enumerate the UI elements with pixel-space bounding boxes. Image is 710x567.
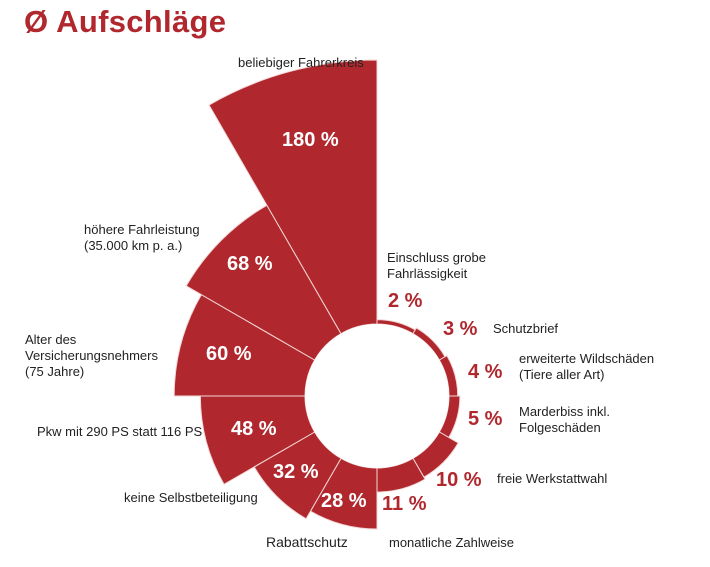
category-label: höhere Fahrleistung (35.000 km p. a.) [84, 222, 200, 253]
segment-11 [208, 59, 378, 335]
category-label: monatliche Zahlweise [389, 535, 515, 550]
category-label: beliebiger Fahrerkreis [238, 55, 364, 70]
value-label: 48 % [231, 418, 277, 440]
value-label: 11 % [382, 493, 427, 515]
value-label: 180 % [282, 129, 339, 151]
value-label: 60 % [206, 343, 252, 365]
category-label: Alter des Versicherungsnehmers (75 Jahre) [25, 332, 158, 379]
category-label: Einschluss grobe Fahrlässigkeit [387, 250, 486, 281]
category-label: freie Werkstattwahl [497, 471, 608, 486]
value-label: 2 % [388, 290, 423, 312]
category-label: Rabattschutz [266, 534, 348, 550]
category-label: Schutzbrief [493, 321, 559, 336]
value-label: 5 % [468, 408, 503, 430]
value-label: 4 % [468, 361, 503, 383]
category-label: erweiterte Wildschäden (Tiere aller Art) [519, 351, 655, 382]
value-label: 28 % [321, 490, 367, 512]
chart-title: Ø Aufschläge [24, 4, 227, 39]
value-label: 10 % [436, 469, 482, 491]
value-label: 3 % [443, 318, 478, 340]
category-label: Pkw mit 290 PS statt 116 PS [37, 424, 203, 439]
value-label: 68 % [227, 253, 273, 275]
inner-circle [305, 324, 449, 468]
category-label: Marderbiss inkl. Folgeschäden [519, 404, 611, 435]
value-label: 32 % [273, 461, 319, 483]
category-label: keine Selbstbeteiligung [124, 490, 258, 505]
